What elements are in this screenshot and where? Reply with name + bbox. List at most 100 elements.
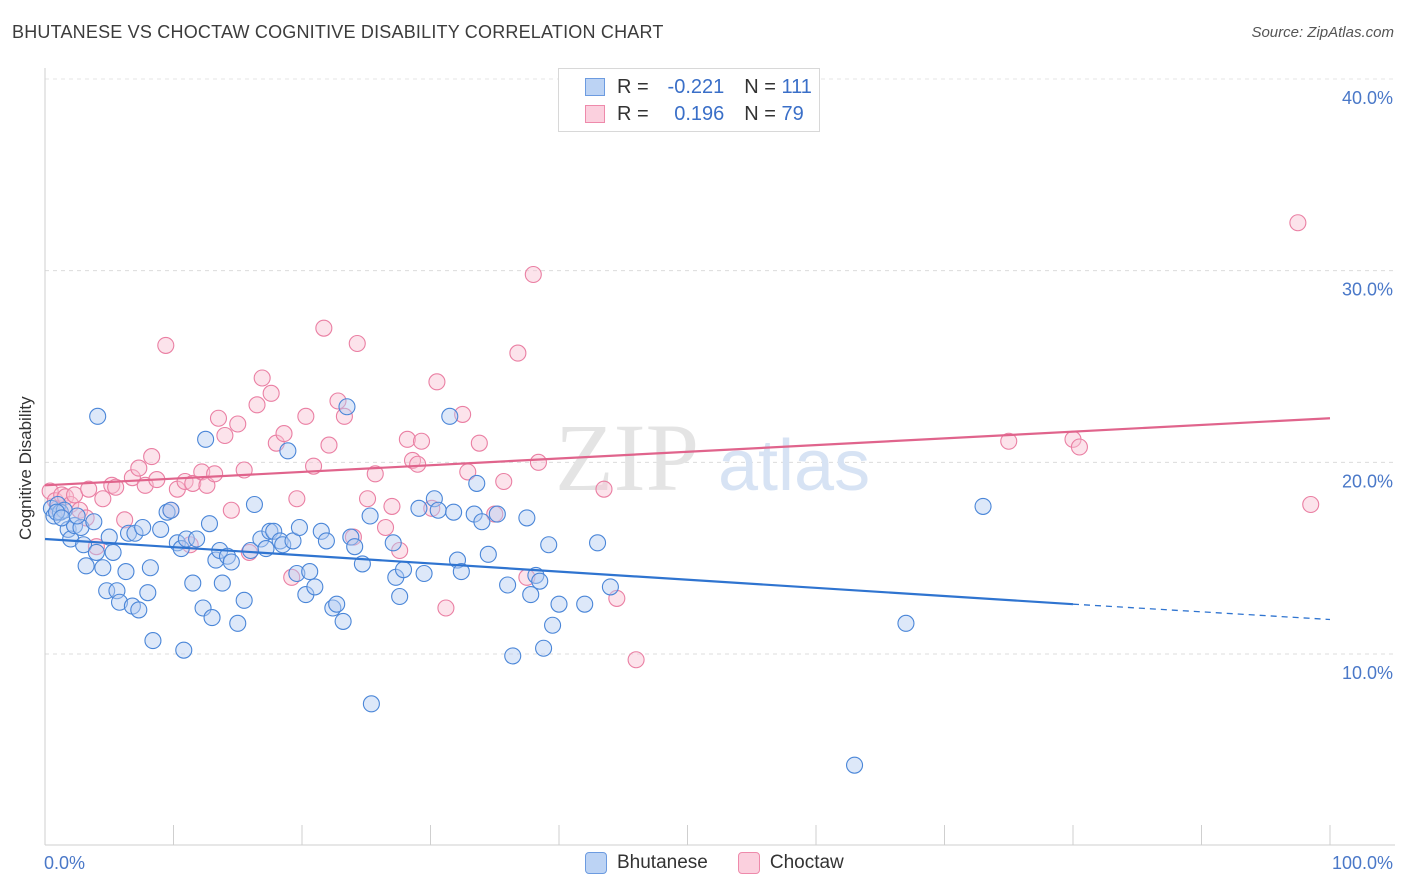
bhutanese-point — [306, 578, 324, 596]
bhutanese-point — [391, 587, 409, 606]
series-legend-choctaw[interactable]: Choctaw — [737, 852, 844, 874]
bhutanese-point — [188, 530, 206, 548]
legend-r-label: R = — [617, 102, 649, 125]
choctaw-point — [288, 490, 306, 508]
bhutanese-point — [89, 407, 107, 425]
bhutanese-point — [301, 563, 319, 581]
choctaw-point — [184, 474, 202, 492]
bhutanese-trend-extension — [1072, 603, 1331, 621]
choctaw-point — [383, 497, 401, 515]
choctaw-point — [470, 434, 488, 452]
bhutanese-point — [410, 499, 428, 517]
bhutanese-point — [468, 474, 486, 492]
x-tick-label: 0.0% — [44, 853, 85, 873]
bhutanese-point — [141, 559, 159, 577]
bhutanese-point — [504, 647, 522, 665]
tick-labels: 10.0% 20.0% 30.0% 40.0% 0.0% 100.0% — [44, 88, 1393, 873]
bhutanese-point — [66, 517, 84, 535]
bhutanese-trend-line — [44, 537, 1074, 606]
choctaw-point — [320, 436, 338, 454]
bhutanese-point — [229, 614, 247, 632]
bhutanese-point — [346, 538, 364, 556]
choctaw-point — [248, 396, 266, 414]
bhutanese-point — [361, 507, 379, 525]
choctaw-point — [253, 369, 271, 387]
legend-n-value: 111 — [781, 75, 812, 98]
bhutanese-point — [452, 563, 470, 581]
bhutanese-point — [897, 614, 915, 632]
bhutanese-point — [522, 586, 540, 604]
bhutanese-point — [342, 528, 360, 546]
choctaw-point — [495, 472, 513, 491]
choctaw-point — [262, 384, 280, 402]
bhutanese-point — [290, 518, 308, 537]
series-legend-bhutanese[interactable]: Bhutanese — [585, 852, 708, 874]
bhutanese-point — [213, 574, 231, 592]
choctaw-point — [157, 336, 175, 354]
choctaw-point — [209, 409, 228, 427]
bhutanese-point — [288, 564, 306, 583]
trend-lines — [44, 417, 1331, 621]
bhutanese-point — [200, 515, 219, 533]
bhutanese-point — [98, 582, 116, 600]
bhutanese-point — [265, 522, 283, 540]
bhutanese-point — [415, 564, 433, 583]
y-axis-label: Cognitive Disability — [16, 396, 35, 540]
choctaw-point — [348, 334, 366, 353]
bhutanese-point — [312, 522, 330, 540]
bhutanese-point — [473, 513, 491, 531]
chart-source: Source: ZipAtlas.com — [1251, 24, 1394, 41]
bhutanese-point — [184, 574, 202, 592]
bhutanese-point — [104, 543, 122, 561]
legend-swatch-choctaw — [585, 105, 605, 123]
choctaw-point — [143, 448, 161, 466]
choctaw-point — [409, 455, 427, 473]
bhutanese-point — [362, 695, 380, 713]
choctaw-point — [335, 407, 353, 425]
choctaw-point — [315, 319, 333, 337]
stats-legend: R = -0.221 N = 111 R = 0.196 N = 79 — [558, 68, 820, 132]
bhutanese-point — [162, 501, 180, 519]
bhutanese-point — [550, 595, 568, 613]
choctaw-point — [509, 344, 527, 362]
bhutanese-swatch — [585, 852, 607, 874]
bhutanese-point — [441, 407, 459, 425]
bhutanese-point — [274, 536, 292, 554]
bhutanese-point — [974, 497, 992, 515]
choctaw-point — [1000, 432, 1018, 450]
choctaw-point — [595, 480, 613, 498]
bhutanese-point — [87, 543, 105, 561]
x-tick-label: 100.0% — [1332, 853, 1393, 873]
choctaw-point — [206, 465, 224, 483]
choctaw-point — [1070, 438, 1088, 456]
choctaw-point — [1289, 214, 1307, 232]
choctaw-point — [358, 490, 377, 508]
legend-row-bhutanese: R = -0.221 N = 111 — [585, 75, 812, 99]
legend-n-label: N = — [744, 75, 776, 98]
choctaw-point — [116, 511, 134, 529]
choctaw-point — [376, 518, 395, 537]
bhutanese-point — [235, 591, 253, 609]
bhutanese-point — [334, 612, 352, 630]
choctaw-point — [275, 425, 293, 443]
choctaw-point — [454, 405, 472, 423]
legend-n-label: N = — [744, 102, 776, 125]
bhutanese-point — [279, 442, 297, 460]
choctaw-point — [107, 478, 125, 496]
choctaw-point — [216, 426, 234, 445]
bhutanese-point — [328, 595, 346, 613]
choctaw-swatch — [737, 852, 760, 874]
bhutanese-point — [85, 513, 103, 531]
legend-n-value: 79 — [781, 102, 804, 125]
bhutanese-point — [203, 609, 221, 627]
bhutanese-point — [152, 520, 170, 538]
choctaw-point — [428, 373, 446, 391]
choctaw-point — [529, 453, 547, 471]
bhutanese-point — [53, 509, 71, 527]
legend-r-value: -0.221 — [667, 75, 725, 98]
bhutanese-point — [518, 509, 536, 527]
bhutanese-point — [531, 572, 549, 590]
bhutanese-point — [175, 641, 193, 659]
choctaw-point — [94, 490, 112, 508]
